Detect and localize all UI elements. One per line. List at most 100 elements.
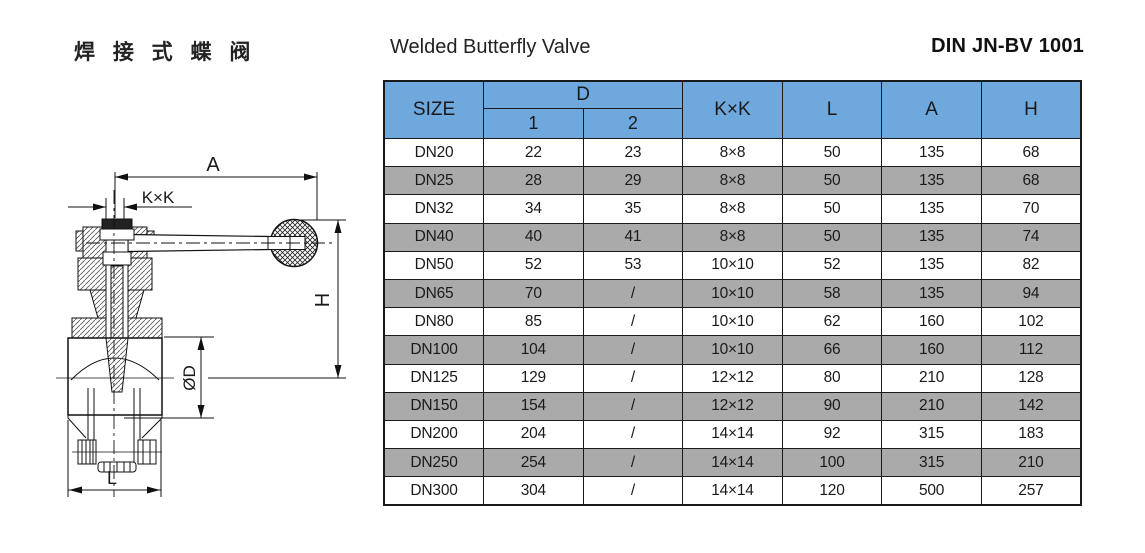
cell-a: 135 [881, 250, 982, 280]
cell-l: 92 [781, 419, 883, 450]
cell-d2: / [582, 278, 684, 309]
cell-size: DN200 [383, 419, 485, 450]
table-row: DN150 154/12×12 90 210 142 [383, 391, 1082, 421]
cell-d2: / [582, 391, 684, 421]
cell-d2: / [582, 307, 684, 337]
cell-d1: 85 [483, 307, 584, 337]
cell-d2: 29 [582, 166, 684, 196]
cell-l: 62 [781, 307, 883, 337]
cell-size: DN250 [383, 448, 485, 478]
col-header-a: A [881, 80, 982, 139]
table-row: DN32 34 35 8×8 50 135 70 [383, 194, 1082, 224]
cell-d1: 254 [483, 448, 584, 478]
cell-kxk: 8×8 [682, 194, 783, 224]
cell-kxk: 14×14 [682, 448, 783, 478]
cell-a: 135 [881, 137, 982, 168]
table-row: DN25 28 29 8×8 50 135 68 [383, 166, 1082, 196]
cell-d2: / [582, 335, 684, 365]
cell-size: DN300 [383, 476, 485, 506]
cell-d1: 154 [483, 391, 584, 421]
cell-l: 52 [781, 250, 883, 280]
cell-d2: / [582, 448, 684, 478]
cell-l: 50 [781, 194, 883, 224]
cell-l: 80 [781, 363, 883, 393]
col-header-d1: 1 [483, 108, 584, 139]
cell-d1: 204 [483, 419, 584, 450]
cell-a: 135 [881, 222, 982, 252]
cell-l: 58 [781, 278, 883, 309]
cell-a: 135 [881, 194, 982, 224]
cell-h: 183 [980, 419, 1082, 450]
valve-body [56, 337, 174, 462]
cell-h: 74 [980, 222, 1082, 252]
dimension-kxk: K×K [68, 188, 192, 221]
cell-h: 82 [980, 250, 1082, 280]
col-header-kxk: K×K [682, 80, 783, 139]
spec-table-header: SIZE D K×K L A H 1 2 [383, 80, 1082, 139]
col-header-h: H [980, 80, 1082, 139]
cell-kxk: 10×10 [682, 250, 783, 280]
model-code: DIN JN-BV 1001 [931, 35, 1084, 57]
cell-d1: 28 [483, 166, 584, 196]
spec-table-body: DN20 22 23 8×8 50 135 68 DN25 28 29 8×8 50 135 68 DN32… [383, 137, 1082, 506]
valve-bottom-fittings [72, 439, 162, 473]
table-row: DN200 204/14×14 92 315 183 [383, 419, 1082, 450]
cell-size: DN80 [383, 307, 485, 337]
table-row: DN40 40 41 8×8 50 135 74 [383, 222, 1082, 252]
cell-size: DN50 [383, 250, 485, 280]
cell-d1: 22 [483, 137, 584, 168]
cell-kxk: 10×10 [682, 335, 783, 365]
dim-label-od: ØD [180, 365, 199, 391]
cell-d1: 34 [483, 194, 584, 224]
cell-d2: / [582, 363, 684, 393]
table-row: DN50 52 53 10×10 52 135 82 [383, 250, 1082, 280]
dim-label-a: A [206, 154, 220, 176]
cell-size: DN40 [383, 222, 485, 252]
cell-kxk: 8×8 [682, 222, 783, 252]
cell-d2: 41 [582, 222, 684, 252]
cell-a: 135 [881, 166, 982, 196]
col-header-l: L [781, 80, 883, 139]
cell-d2: 35 [582, 194, 684, 224]
table-row: DN20 22 23 8×8 50 135 68 [383, 137, 1082, 168]
table-row: DN80 85/10×10 62 160 102 [383, 307, 1082, 337]
cell-h: 142 [980, 391, 1082, 421]
cell-d1: 40 [483, 222, 584, 252]
cell-kxk: 8×8 [682, 166, 783, 196]
cell-a: 160 [881, 307, 982, 337]
cell-kxk: 10×10 [682, 278, 783, 309]
cell-size: DN25 [383, 166, 485, 196]
cell-l: 50 [781, 222, 883, 252]
cell-a: 210 [881, 391, 982, 421]
cell-kxk: 10×10 [682, 307, 783, 337]
cell-size: DN150 [383, 391, 485, 421]
cell-size: DN32 [383, 194, 485, 224]
cell-d1: 129 [483, 363, 584, 393]
cell-kxk: 12×12 [682, 363, 783, 393]
cell-a: 160 [881, 335, 982, 365]
cell-a: 210 [881, 363, 982, 393]
title-chinese: 焊 接 式 蝶 阀 [74, 41, 257, 64]
cell-kxk: 12×12 [682, 391, 783, 421]
cell-h: 210 [980, 448, 1082, 478]
cell-l: 90 [781, 391, 883, 421]
cell-d1: 304 [483, 476, 584, 506]
cell-d2: / [582, 476, 684, 506]
cell-h: 94 [980, 278, 1082, 309]
spec-table: SIZE D K×K L A H 1 2 DN20 22 23 8×8 50 135 68 D… [383, 80, 1082, 507]
cell-size: DN65 [383, 278, 485, 309]
cell-h: 102 [980, 307, 1082, 337]
dimension-a: A [114, 154, 318, 220]
dimension-od: ØD [124, 336, 214, 419]
cell-d1: 104 [483, 335, 584, 365]
col-header-d: D [483, 80, 684, 109]
cell-kxk: 8×8 [682, 137, 783, 168]
cell-h: 68 [980, 137, 1082, 168]
cell-l: 100 [781, 448, 883, 478]
cell-a: 315 [881, 419, 982, 450]
cell-l: 50 [781, 137, 883, 168]
table-row: DN125 129/12×12 80 210 128 [383, 363, 1082, 393]
dim-label-kxk: K×K [142, 188, 175, 207]
cell-h: 70 [980, 194, 1082, 224]
